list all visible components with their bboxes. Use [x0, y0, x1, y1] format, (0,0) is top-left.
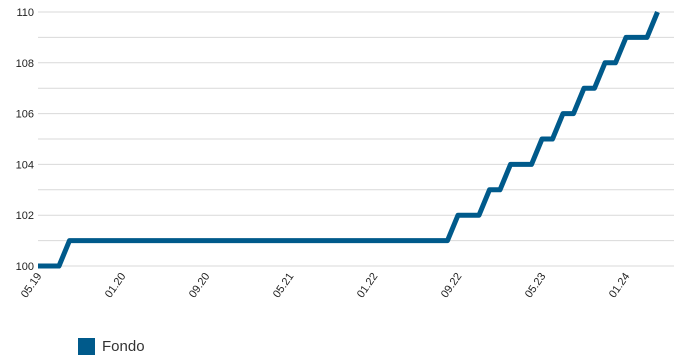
series-group: [37, 11, 660, 269]
legend: Fondo: [78, 338, 145, 355]
x-tick-label: 01.20: [103, 271, 129, 300]
x-tick-label: 09.20: [187, 271, 213, 300]
gridlines: [38, 11, 674, 267]
y-tick-label: 104: [16, 159, 34, 171]
y-tick-label: 100: [16, 261, 34, 273]
legend-swatch-fondo: [78, 338, 95, 355]
x-tick-label: 01.22: [355, 271, 381, 300]
y-tick-label: 102: [16, 210, 34, 222]
x-axis-tick-labels: 05.19 01.20 09.20 05.21 01.22 09.22 05.23 01.24: [19, 271, 633, 300]
y-tick-label: 106: [16, 109, 34, 121]
y-tick-label: 108: [16, 58, 34, 70]
legend-label-fondo: Fondo: [102, 338, 145, 355]
y-axis-tick-labels: 100 102 104 106 108 110: [16, 7, 34, 273]
x-tick-label: 09.22: [439, 271, 465, 300]
x-tick-label: 05.21: [271, 271, 297, 300]
x-tick-label: 01.24: [607, 271, 633, 300]
x-tick-label: 05.19: [19, 271, 45, 300]
x-tick-label: 05.23: [523, 271, 549, 300]
y-tick-label: 110: [16, 7, 34, 19]
